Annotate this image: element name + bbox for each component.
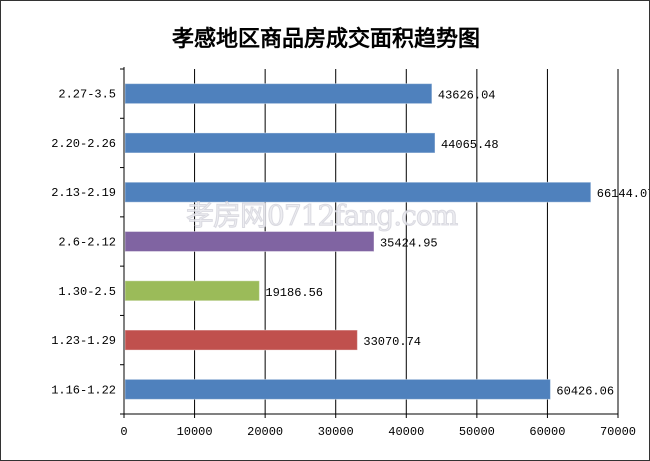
bar	[124, 329, 358, 351]
category-label: 1.30-2.5	[58, 285, 116, 299]
x-tick-label: 0	[120, 425, 127, 439]
category-label: 1.16-1.22	[51, 383, 116, 397]
bar	[124, 132, 436, 154]
x-tick-label: 30000	[318, 425, 354, 439]
bar	[124, 378, 551, 400]
x-tick-label: 70000	[600, 425, 636, 439]
x-tick-label: 50000	[459, 425, 495, 439]
data-label: 66144.07	[597, 187, 650, 201]
x-tick-label: 60000	[529, 425, 565, 439]
data-label: 60426.06	[556, 384, 614, 398]
bar	[124, 181, 592, 203]
category-label: 2.20-2.26	[51, 137, 116, 151]
x-tick-label: 40000	[388, 425, 424, 439]
data-label: 33070.74	[363, 335, 421, 349]
data-label: 35424.95	[380, 237, 438, 251]
data-label: 44065.48	[441, 138, 499, 152]
bar	[124, 231, 375, 252]
category-label: 2.6-2.12	[58, 236, 116, 250]
data-label: 43626.04	[438, 89, 496, 103]
bar	[124, 83, 433, 105]
category-label: 2.27-3.5	[58, 88, 116, 102]
category-label: 1.23-1.29	[51, 334, 116, 348]
category-label: 2.13-2.19	[51, 186, 116, 200]
data-label: 19186.56	[265, 286, 323, 300]
x-tick-label: 10000	[177, 425, 213, 439]
chart-title: 孝感地区商品房成交面积趋势图	[171, 26, 480, 52]
bar	[124, 280, 260, 302]
x-tick-label: 20000	[247, 425, 283, 439]
